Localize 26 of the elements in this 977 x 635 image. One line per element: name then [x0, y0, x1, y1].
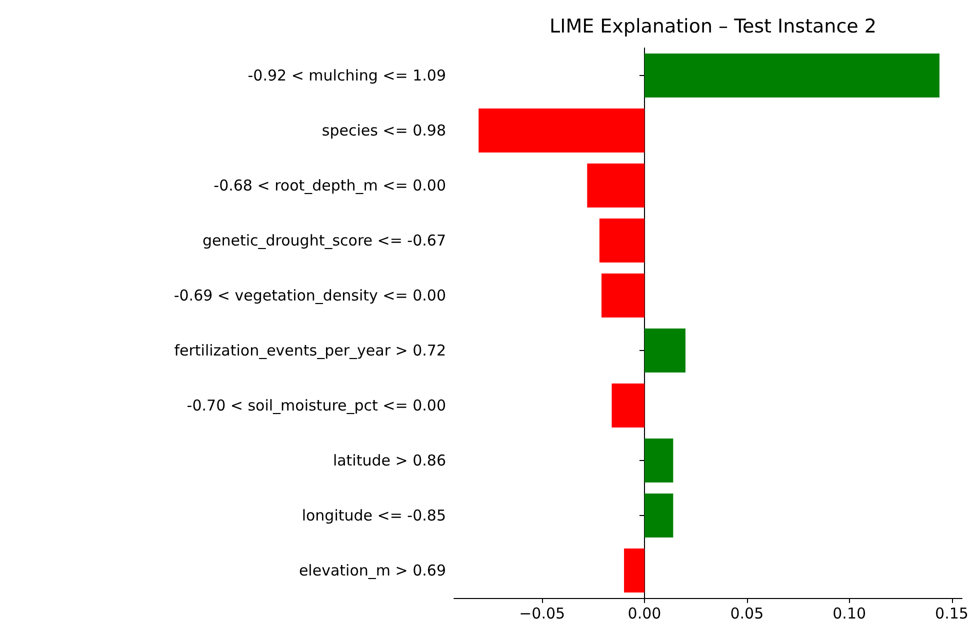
bar	[478, 108, 644, 152]
y-tick-label: species <= 0.98	[322, 122, 446, 140]
bar	[601, 274, 644, 318]
y-tick-label: latitude > 0.86	[332, 452, 446, 470]
x-tick-label: −0.05	[519, 604, 566, 622]
bar	[644, 494, 674, 538]
y-tick-label: -0.68 < root_depth_m <= 0.00	[214, 176, 446, 194]
x-tick-label: 0.15	[935, 604, 968, 622]
bar	[587, 164, 644, 208]
bar	[624, 548, 644, 592]
y-tick-label: -0.70 < soil_moisture_pct <= 0.00	[186, 396, 446, 414]
chart-title: LIME Explanation – Test Instance 2	[550, 16, 876, 38]
x-tick-label: 0.00	[628, 604, 662, 622]
y-tick-label: -0.69 < vegetation_density <= 0.00	[174, 286, 446, 304]
y-tick-label: elevation_m > 0.69	[298, 562, 446, 580]
bar	[644, 328, 686, 372]
bar	[644, 438, 674, 482]
y-tick-label: -0.92 < mulching <= 1.09	[248, 66, 446, 84]
x-tick-label: 0.10	[832, 604, 866, 622]
bar	[612, 384, 644, 428]
bar	[599, 218, 644, 262]
y-tick-label: longitude <= -0.85	[302, 506, 446, 524]
y-tick-label: fertilization_events_per_year > 0.72	[174, 342, 446, 360]
y-tick-label: genetic_drought_score <= -0.67	[202, 232, 446, 250]
bar	[644, 54, 940, 98]
x-tick-label: 0.05	[730, 604, 764, 622]
